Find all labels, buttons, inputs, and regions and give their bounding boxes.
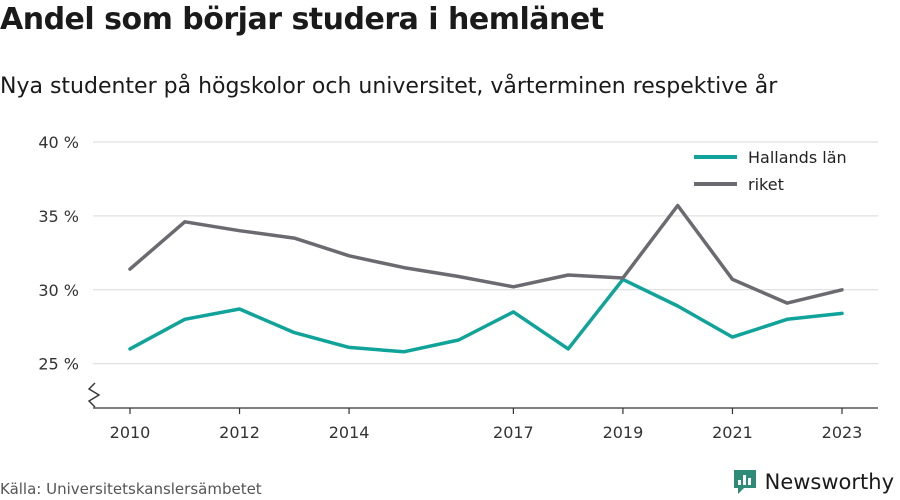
legend-label: Hallands län (748, 148, 847, 167)
bar-chart-logo-icon (733, 470, 756, 494)
y-tick-label: 25 % (38, 355, 79, 374)
legend-label: riket (748, 175, 784, 194)
legend: Hallands län riket (694, 148, 847, 194)
x-tick-label: 2023 (822, 423, 863, 442)
chart-title: Andel som börjar studera i hemlänet (0, 2, 604, 37)
series-lines (128, 203, 844, 354)
axes: 25 % 30 % 35 % 40 % 2010 2012 2014 2017 2019 2021… (38, 133, 878, 442)
series-line-1 (128, 203, 844, 305)
series-line-0 (128, 277, 844, 354)
x-tick-label: 2019 (603, 423, 644, 442)
source-note: Källa: Universitetskanslersämbetet (0, 480, 262, 498)
x-tick-label: 2017 (493, 423, 534, 442)
y-tick-label: 35 % (38, 207, 79, 226)
x-tick-label: 2014 (329, 423, 370, 442)
brand-name: Newsworthy (764, 470, 894, 494)
x-tick-label: 2012 (219, 423, 260, 442)
y-tick-label: 40 % (38, 133, 79, 152)
x-tick-label: 2021 (712, 423, 753, 442)
brand-logo: Newsworthy (732, 467, 894, 497)
y-tick-label: 30 % (38, 281, 79, 300)
x-tick-label: 2010 (110, 423, 151, 442)
chart-subtitle: Nya studenter på högskolor och universit… (0, 74, 778, 99)
gridlines (93, 141, 878, 365)
axis-break-icon (87, 382, 101, 408)
